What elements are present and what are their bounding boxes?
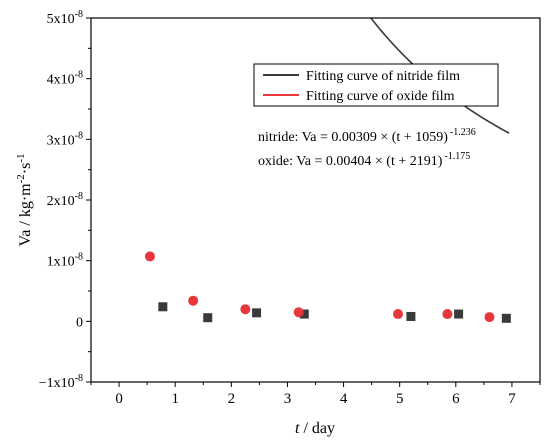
data-point-circle [240, 304, 251, 315]
legend-label-oxide: Fitting curve of oxide film [306, 89, 455, 104]
data-point-circle [484, 312, 495, 323]
y-axis-label-main: Va / kg·m [17, 183, 34, 247]
data-point-square [158, 302, 168, 312]
data-point-square [252, 308, 262, 318]
data-point-circle [293, 307, 304, 318]
y-tick-label: 3x10-8 [47, 130, 83, 148]
y-tick-label: 2x10-8 [47, 191, 83, 209]
annotation-oxide-base: oxide: Va = 0.00404 × (t + 2191) [258, 154, 443, 169]
data-point-circle [188, 295, 199, 306]
x-tick-label: 4 [340, 391, 348, 407]
y-tick-label: 5x10-8 [47, 9, 83, 27]
legend: Fitting curve of nitride film Fitting cu… [253, 63, 499, 107]
y-axis-label-mid: ·s [17, 163, 34, 175]
y-axis-label-sup2: -1 [15, 153, 27, 162]
fit-curve [369, 18, 510, 134]
x-tick-label: 3 [284, 391, 292, 407]
x-tick-label: 6 [452, 391, 460, 407]
x-axis-label-unit: / day [299, 420, 335, 437]
legend-label-nitride: Fitting curve of nitride film [306, 69, 460, 84]
data-point-square [203, 313, 213, 323]
x-tick-label: 0 [115, 391, 123, 407]
y-axis-label-sup1: -2 [15, 174, 27, 183]
data-point-circle [144, 251, 155, 262]
data-point-circle [393, 309, 404, 320]
y-tick-label: −1x10-8 [39, 373, 83, 391]
annotation-oxide-exp: -1.175 [444, 151, 470, 162]
y-tick-label: 4x10-8 [47, 70, 83, 88]
data-point-square [406, 311, 416, 321]
y-axis-label: Va / kg·m-2·s-1 [15, 153, 34, 246]
annotation-nitride: nitride: Va = 0.00309 × (t + 1059) -1.236 [258, 127, 476, 145]
x-tick-label: 7 [508, 391, 516, 407]
data-point-square [454, 309, 464, 319]
annotation-oxide: oxide: Va = 0.00404 × (t + 2191) -1.175 [258, 151, 470, 169]
x-axis-label: t / day [295, 420, 335, 437]
annotation-nitride-base: nitride: Va = 0.00309 × (t + 1059) [258, 130, 448, 145]
data-point-square [299, 309, 309, 319]
y-tick-label: 1x10-8 [47, 252, 83, 270]
x-tick-label: 2 [228, 391, 236, 407]
annotation-nitride-exp: -1.236 [450, 127, 476, 138]
x-tick-label: 1 [171, 391, 179, 407]
data-point-square [501, 313, 511, 323]
legend-box [253, 63, 499, 107]
x-tick-label: 5 [396, 391, 404, 407]
y-tick-label: 0 [76, 315, 83, 330]
x-axis-label-var: t [295, 420, 300, 437]
data-point-circle [442, 309, 453, 320]
